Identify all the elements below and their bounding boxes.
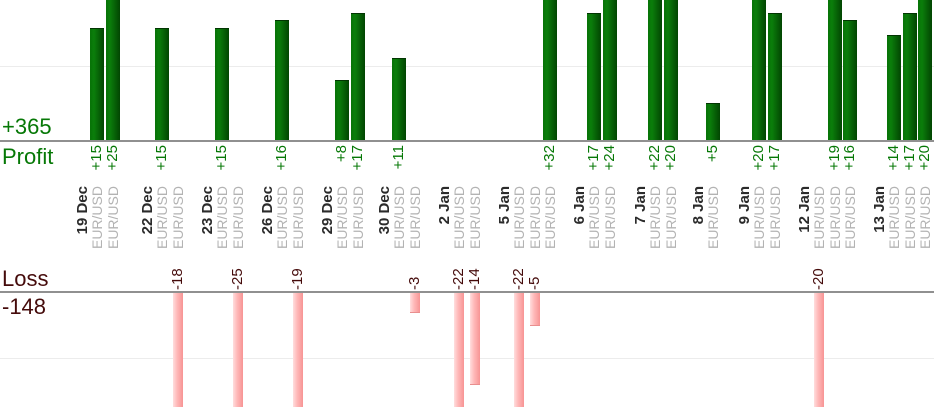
profit-value-label: +24 xyxy=(600,145,618,171)
profit-value-label: +17 xyxy=(348,145,366,171)
loss-baseline xyxy=(0,291,934,293)
profit-bar xyxy=(827,0,842,140)
symbol-label: EUR/USD xyxy=(901,186,918,250)
symbol-label: EUR/USD xyxy=(917,186,933,250)
symbol-label: EUR/USD xyxy=(886,186,902,250)
symbol-label: EUR/USD xyxy=(391,186,407,250)
loss-total-label: -148 xyxy=(2,294,47,319)
profit-value-label: +15 xyxy=(213,145,230,171)
loss-bar xyxy=(814,293,824,407)
loss-bar xyxy=(232,293,243,407)
loss-value-label: -3 xyxy=(405,276,423,290)
symbol-label: EUR/USD xyxy=(289,186,306,250)
loss-value-label: -19 xyxy=(288,268,306,290)
profit-value-label: +20 xyxy=(916,145,933,171)
profit-gridline xyxy=(0,66,934,67)
loss-value-label: -22 xyxy=(510,268,527,290)
profit-value-label: +20 xyxy=(750,145,767,171)
profit-bar xyxy=(335,80,349,140)
profit-value-label: +15 xyxy=(153,145,170,171)
profit-bar xyxy=(155,28,169,140)
profit-bar xyxy=(90,28,104,140)
profit-bar xyxy=(105,0,120,140)
profit-bar xyxy=(543,0,557,140)
loss-value-label: -5 xyxy=(525,276,543,290)
symbol-label: EUR/USD xyxy=(811,186,827,250)
profit-bar xyxy=(587,13,601,140)
symbol-label: EUR/USD xyxy=(169,186,186,250)
profit-value-label: +8 xyxy=(333,145,350,163)
symbol-label: EUR/USD xyxy=(601,186,618,250)
profit-bar xyxy=(215,28,229,140)
loss-axis-title: Loss xyxy=(2,266,49,291)
profit-value-label: +22 xyxy=(646,145,663,171)
profit-value-label: +17 xyxy=(765,145,783,171)
loss-value-label: -22 xyxy=(450,268,467,290)
profit-bar xyxy=(918,0,932,140)
symbol-label: EUR/USD xyxy=(451,186,467,250)
profit-value-label: +15 xyxy=(88,145,105,171)
symbol-label: EUR/USD xyxy=(154,186,170,250)
symbol-label: EUR/USD xyxy=(842,186,858,250)
symbol-label: EUR/USD xyxy=(349,186,366,250)
loss-bar xyxy=(529,293,540,326)
profit-value-label: +25 xyxy=(103,145,121,171)
loss-bar xyxy=(469,293,480,385)
symbol-label: EUR/USD xyxy=(334,186,350,250)
symbol-label: EUR/USD xyxy=(511,186,527,250)
profit-bar xyxy=(887,35,901,140)
profit-total-label: +365 xyxy=(2,114,52,139)
profit-bar xyxy=(902,13,917,140)
symbol-label: EUR/USD xyxy=(647,186,663,250)
profit-bar xyxy=(350,13,365,140)
profit-value-label: +16 xyxy=(841,145,858,171)
loss-bar xyxy=(454,293,464,407)
profit-value-label: +17 xyxy=(585,145,602,171)
profit-bar xyxy=(752,0,766,140)
symbol-label: EUR/USD xyxy=(662,186,679,250)
symbol-label: EUR/USD xyxy=(274,186,290,250)
loss-bar xyxy=(172,293,183,407)
profit-value-label: +16 xyxy=(273,145,290,171)
symbol-label: EUR/USD xyxy=(542,186,558,250)
profit-value-label: +11 xyxy=(390,145,407,170)
symbol-label: EUR/USD xyxy=(705,186,721,250)
symbol-label: EUR/USD xyxy=(751,186,767,250)
symbol-label: EUR/USD xyxy=(766,186,783,250)
profit-bar xyxy=(663,0,678,140)
profit-bar xyxy=(706,103,720,140)
symbol-label: EUR/USD xyxy=(586,186,602,250)
profit-value-label: +5 xyxy=(704,145,721,163)
profit-baseline xyxy=(0,140,934,142)
profit-bar xyxy=(275,20,289,140)
profit-bar xyxy=(767,13,782,140)
symbol-label: EUR/USD xyxy=(466,186,483,250)
symbol-label: EUR/USD xyxy=(89,186,105,250)
loss-value-label: -25 xyxy=(228,268,246,290)
profit-value-label: +14 xyxy=(885,145,902,171)
loss-gridline xyxy=(0,358,934,359)
profit-bar xyxy=(843,20,857,140)
loss-bar xyxy=(409,293,420,313)
profit-value-label: +20 xyxy=(661,145,679,171)
symbol-label: EUR/USD xyxy=(104,186,121,250)
loss-bar xyxy=(292,293,303,407)
profit-bar xyxy=(648,0,662,140)
profit-bar xyxy=(392,58,406,140)
symbol-label: EUR/USD xyxy=(526,186,543,250)
loss-value-label: -20 xyxy=(810,268,827,290)
symbol-label: EUR/USD xyxy=(826,186,843,250)
symbol-label: EUR/USD xyxy=(229,186,246,250)
profit-value-label: +32 xyxy=(541,145,558,171)
loss-bar xyxy=(514,293,524,407)
symbol-label: EUR/USD xyxy=(406,186,423,250)
symbol-label: EUR/USD xyxy=(214,186,230,250)
loss-value-label: -14 xyxy=(465,268,483,290)
loss-value-label: -18 xyxy=(168,268,186,290)
profit-bar xyxy=(602,0,617,140)
profit-axis-title: Profit xyxy=(2,144,54,169)
